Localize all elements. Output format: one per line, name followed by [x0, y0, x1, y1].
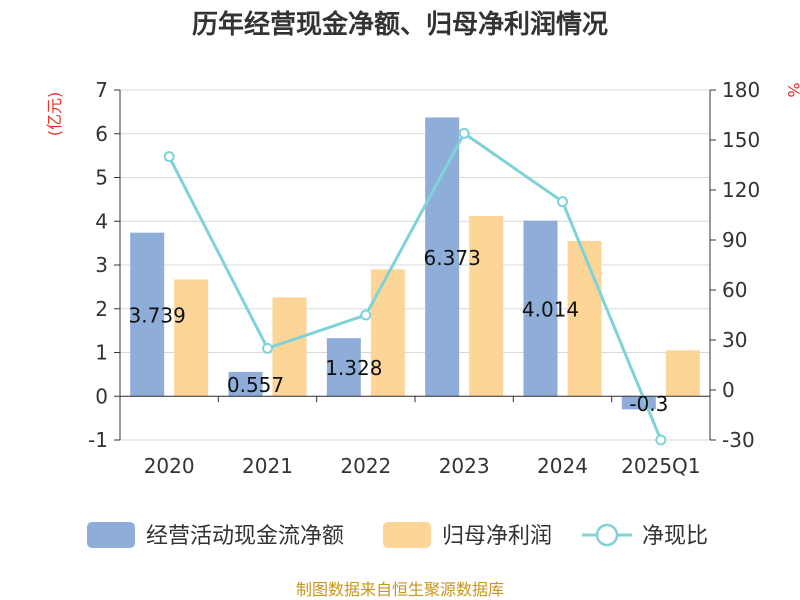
legend-swatch-cash: [87, 522, 135, 548]
left-tick-label: 3: [95, 253, 108, 277]
axes: -1 0 1 2 3 4 5 6 7 -30 0 30 60 90 120 150 180 2020 2021 202…: [88, 78, 760, 478]
data-label-cash: -0.3: [629, 392, 668, 416]
left-tick-label: -1: [88, 428, 108, 452]
bar-profit: [567, 240, 602, 397]
x-tick-label: 2025Q1: [621, 454, 700, 478]
data-label-cash: 4.014: [522, 297, 579, 321]
gridlines: [120, 89, 710, 441]
bar-profit: [370, 269, 405, 397]
ratio-point: [360, 309, 372, 321]
x-tick-label: 2020: [144, 454, 195, 478]
left-tick-label: 7: [95, 78, 108, 102]
left-tick-label: 4: [95, 209, 108, 233]
data-label-cash: 6.373: [424, 246, 481, 270]
right-tick-label: 30: [722, 328, 747, 352]
bar-cash: [425, 117, 460, 397]
right-axis-unit: %: [784, 82, 800, 97]
right-tick-label: 90: [722, 228, 747, 252]
right-tick-label: -30: [722, 428, 755, 452]
ratio-point: [458, 127, 470, 139]
left-axis-unit: (亿元): [45, 92, 64, 137]
data-label-cash: 1.328: [325, 356, 382, 380]
right-tick-label: 180: [722, 78, 760, 102]
bar-cash: [130, 232, 165, 397]
x-tick-label: 2022: [340, 454, 391, 478]
legend: 经营活动现金流净额 归母净利润 净现比: [87, 522, 708, 549]
left-tick-label: 0: [95, 384, 108, 408]
legend-swatch-profit: [383, 522, 431, 548]
x-tick-label: 2021: [242, 454, 293, 478]
bar-profit: [174, 279, 209, 397]
chart-title: 历年经营现金净额、归母净利润情况: [192, 9, 608, 40]
ratio-point: [262, 342, 273, 354]
data-labels: 3.739 0.557 1.328 6.373 4.014 -0.3: [129, 246, 669, 416]
bar-profit: [665, 350, 700, 397]
right-tick-label: 60: [722, 278, 747, 302]
ratio-point: [655, 434, 667, 446]
legend-label-cash: 经营活动现金流净额: [146, 524, 344, 549]
x-tick-label: 2024: [537, 454, 588, 478]
source-note: 制图数据来自恒生聚源数据库: [296, 580, 504, 599]
bars: [130, 117, 700, 410]
bar-cash: [228, 371, 263, 397]
x-tick-label: 2023: [439, 454, 490, 478]
bar-cash: [523, 220, 558, 397]
ratio-line: [163, 127, 667, 446]
bar-profit: [272, 297, 307, 397]
bar-cash: [326, 338, 361, 397]
left-tick-label: 5: [95, 166, 108, 190]
left-tick-label: 1: [95, 341, 108, 365]
legend-label-profit: 归母净利润: [442, 524, 552, 549]
right-tick-label: 0: [722, 378, 735, 402]
legend-label-ratio: 净现比: [642, 524, 708, 549]
left-tick-label: 2: [95, 297, 108, 321]
bar-profit: [469, 216, 504, 397]
left-tick-label: 6: [95, 122, 108, 146]
legend-marker-ratio: [595, 523, 619, 547]
data-label-cash: 3.739: [129, 303, 186, 327]
right-tick-label: 120: [722, 178, 760, 202]
data-label-cash: 0.557: [227, 373, 284, 397]
ratio-point: [557, 196, 568, 208]
ratio-line-path: [167, 131, 663, 441]
ratio-point: [163, 151, 175, 163]
right-tick-label: 150: [722, 128, 760, 152]
